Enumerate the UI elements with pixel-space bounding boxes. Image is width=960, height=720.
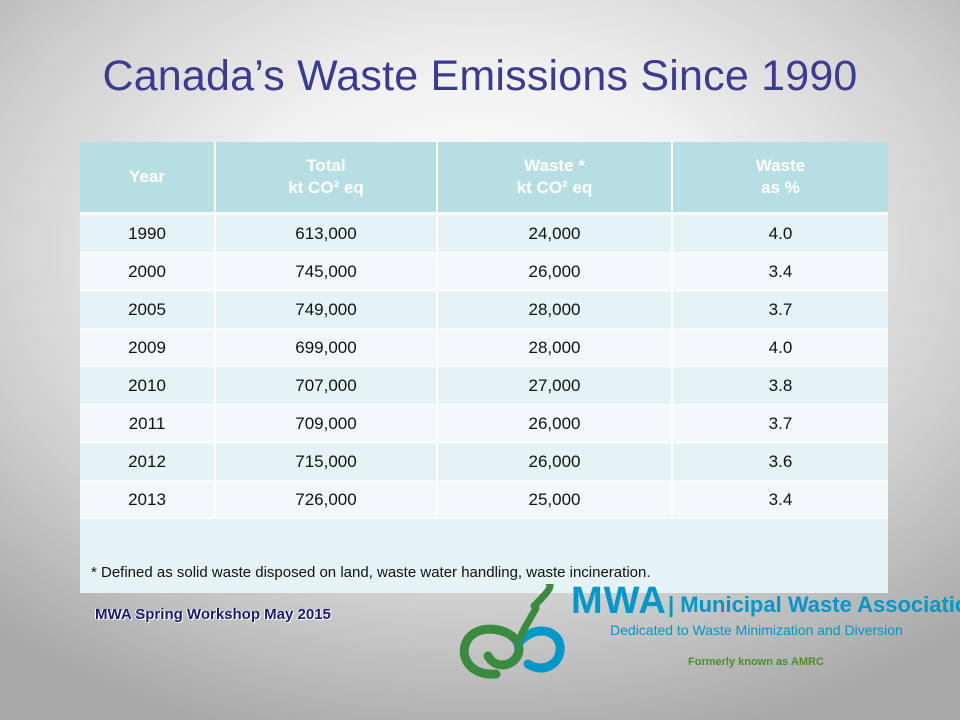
cell-percent: 3.8: [671, 366, 888, 405]
table-footnote: * Defined as solid waste disposed on lan…: [80, 518, 888, 593]
cell-year: 2012: [80, 442, 215, 481]
cell-total: 707,000: [214, 366, 437, 405]
cell-waste: 26,000: [436, 252, 672, 291]
header-waste: Waste * kt CO² eq: [436, 142, 672, 215]
cell-year: 2009: [80, 328, 215, 367]
logo-formerly-known: Formerly known as AMRC: [688, 656, 824, 668]
table-row: 2013 726,000 25,000 3.4: [80, 480, 888, 519]
cell-total: 749,000: [214, 290, 437, 329]
mwa-logo: MWA | Municipal Waste Association Dedica…: [458, 580, 960, 684]
table-row: 1990 613,000 24,000 4.0: [80, 213, 888, 253]
cell-percent: 4.0: [671, 213, 888, 253]
cell-waste: 26,000: [436, 442, 672, 481]
table-row: 2009 699,000 28,000 4.0: [80, 328, 888, 367]
cell-percent: 3.4: [671, 252, 888, 291]
table-row: 2011 709,000 26,000 3.7: [80, 404, 888, 443]
cell-percent: 3.6: [671, 442, 888, 481]
slide-title: Canada’s Waste Emissions Since 1990: [102, 52, 858, 100]
logo-tagline: Dedicated to Waste Minimization and Dive…: [610, 622, 903, 638]
cell-total: 726,000: [214, 480, 437, 519]
table-row: 2005 749,000 28,000 3.7: [80, 290, 888, 329]
cell-year: 1990: [80, 213, 215, 253]
emissions-table-container: Year Total kt CO² eq Waste * kt CO² eq Was…: [80, 142, 888, 593]
cell-waste: 27,000: [436, 366, 672, 405]
cell-percent: 4.0: [671, 328, 888, 367]
mwa-swirl-icon: [459, 584, 565, 679]
cell-year: 2000: [80, 252, 215, 291]
logo-abbreviation: MWA: [571, 580, 667, 622]
header-total: Total kt CO² eq: [214, 142, 437, 215]
table-row: 2010 707,000 27,000 3.8: [80, 366, 888, 405]
cell-year: 2011: [80, 404, 215, 443]
table-header-row: Year Total kt CO² eq Waste * kt CO² eq Was…: [80, 142, 888, 215]
cell-total: 613,000: [214, 213, 437, 253]
logo-organization-name: | Municipal Waste Association: [668, 592, 960, 617]
table-row: 2000 745,000 26,000 3.4: [80, 252, 888, 291]
cell-year: 2013: [80, 480, 215, 519]
header-year: Year: [80, 142, 215, 215]
cell-total: 709,000: [214, 404, 437, 443]
cell-waste: 24,000: [436, 213, 672, 253]
emissions-table: Year Total kt CO² eq Waste * kt CO² eq Was…: [80, 142, 888, 593]
cell-total: 715,000: [214, 442, 437, 481]
cell-waste: 26,000: [436, 404, 672, 443]
header-waste-percent: Waste as %: [671, 142, 888, 215]
cell-waste: 28,000: [436, 328, 672, 367]
cell-percent: 3.7: [671, 404, 888, 443]
cell-percent: 3.4: [671, 480, 888, 519]
footnote-row: * Defined as solid waste disposed on lan…: [80, 518, 888, 593]
cell-waste: 28,000: [436, 290, 672, 329]
cell-percent: 3.7: [671, 290, 888, 329]
cell-year: 2005: [80, 290, 215, 329]
cell-year: 2010: [80, 366, 215, 405]
cell-total: 745,000: [214, 252, 437, 291]
table-row: 2012 715,000 26,000 3.6: [80, 442, 888, 481]
cell-total: 699,000: [214, 328, 437, 367]
workshop-footer: MWA Spring Workshop May 2015: [95, 606, 331, 623]
cell-waste: 25,000: [436, 480, 672, 519]
